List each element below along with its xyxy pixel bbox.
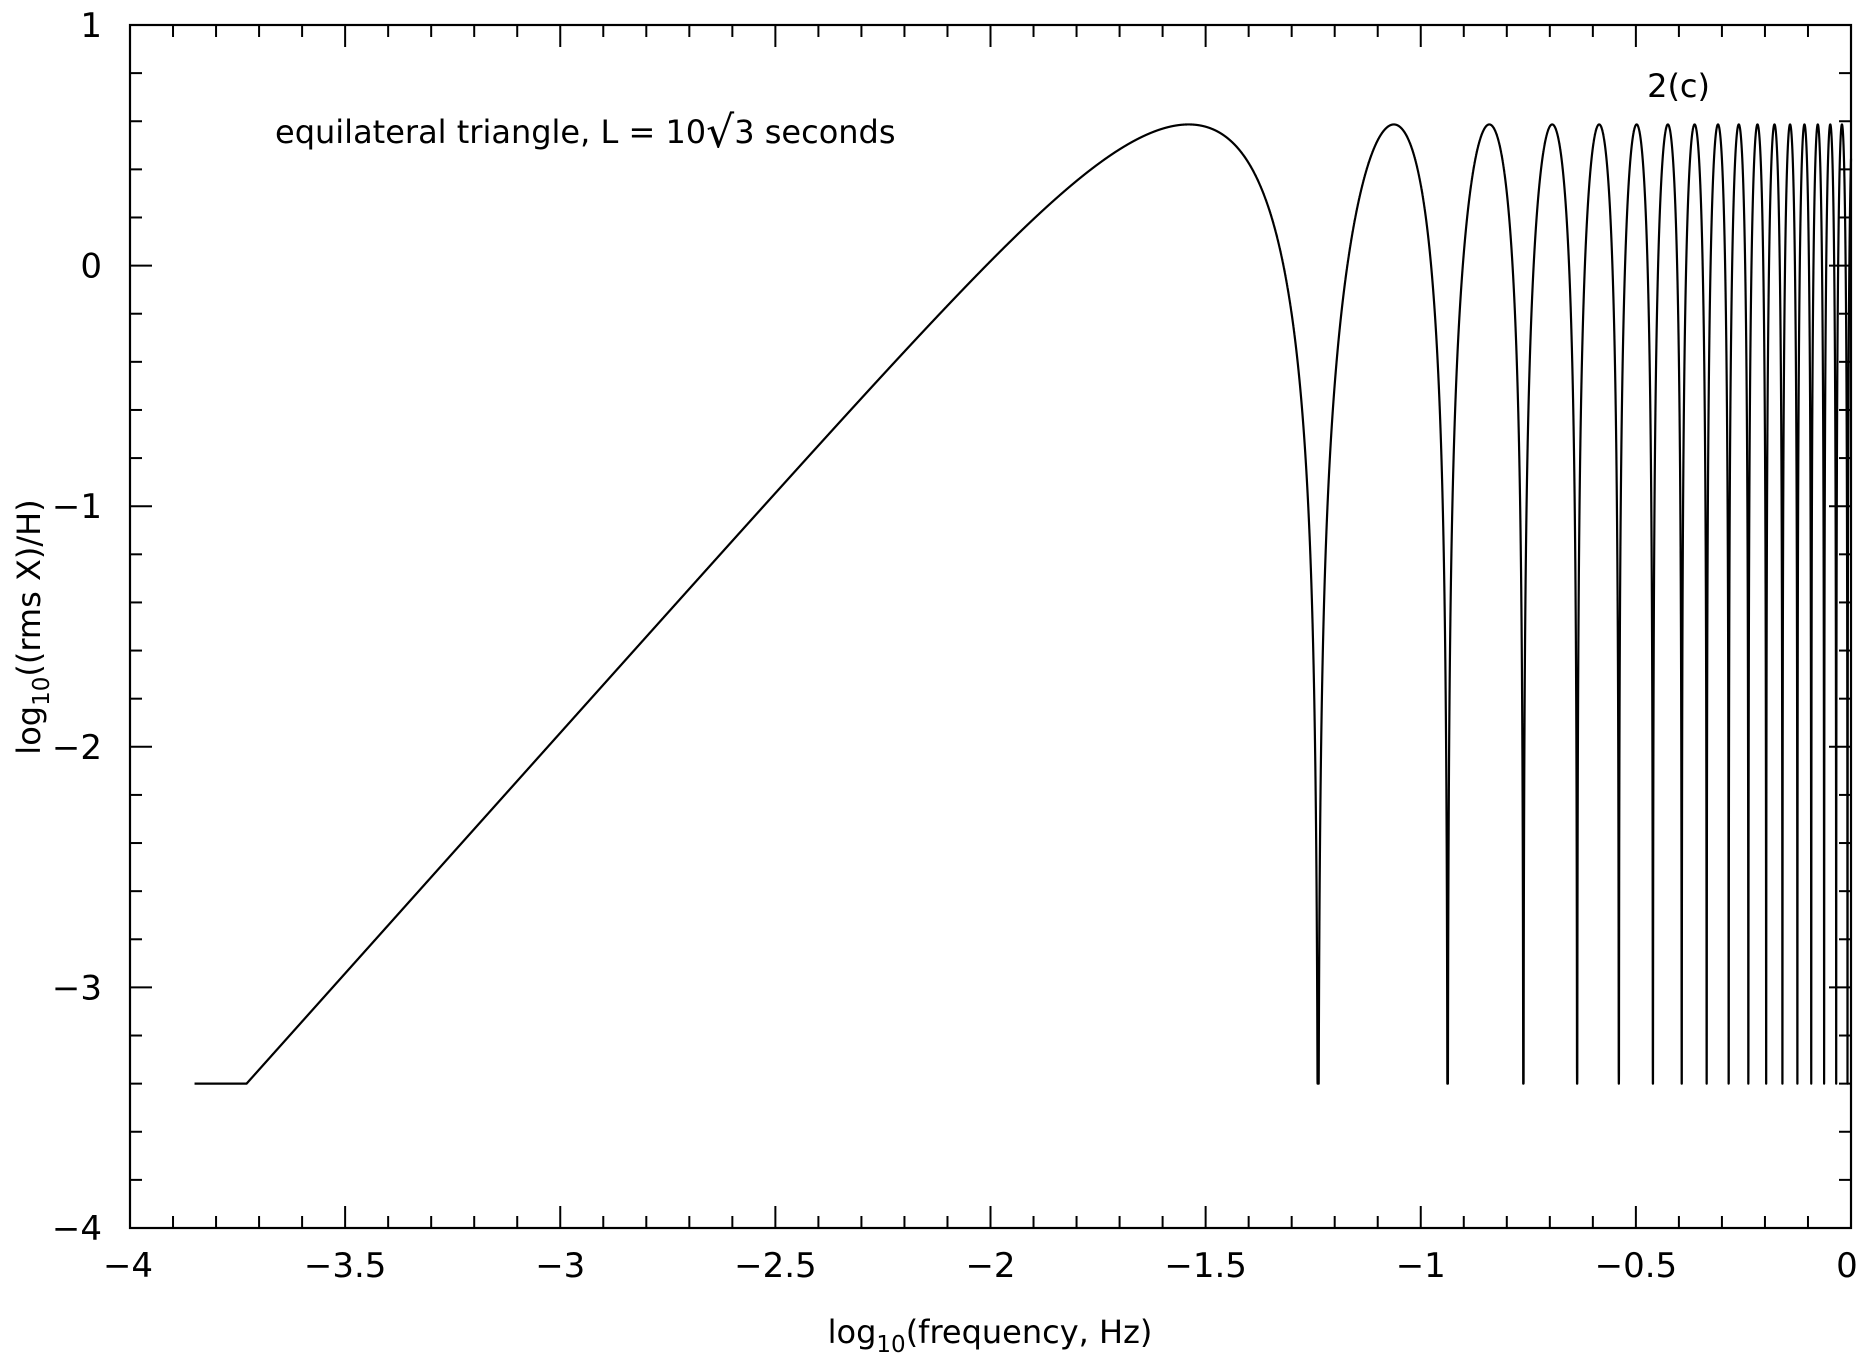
annotation-prefix: equilateral triangle, L = 10 xyxy=(275,113,706,151)
annotation-text: equilateral triangle, L = 10√3 seconds xyxy=(275,107,896,158)
y-tick-label: 0 xyxy=(80,247,102,287)
x-tick-label: −3 xyxy=(535,1246,585,1286)
y-axis-title-suffix: ((rms X)/H) xyxy=(10,499,48,676)
axis-ticks xyxy=(129,24,1852,1229)
y-tick-label: 1 xyxy=(80,6,102,46)
x-axis-title-suffix: (frequency, Hz) xyxy=(906,1313,1153,1351)
x-tick-label: −4 xyxy=(103,1246,153,1286)
y-axis-title-prefix: log xyxy=(10,706,48,755)
x-tick-label: 0 xyxy=(1836,1246,1858,1286)
series-line xyxy=(193,123,1853,1085)
y-tick-label: −2 xyxy=(52,728,102,768)
y-tick-label: −1 xyxy=(52,487,102,527)
x-axis-title-sub: 10 xyxy=(876,1332,905,1357)
x-tick-label: −2.5 xyxy=(734,1246,817,1286)
y-axis-title: log10((rms X)/H) xyxy=(10,499,55,754)
x-tick-label: −3.5 xyxy=(304,1246,387,1286)
axis-tick-labels: −4 −3.5 −3 −2.5 −2 −1.5 −1 −0.5 0 −4 −3 −2 −1 0 1 xyxy=(52,6,1858,1286)
y-axis-title-sub: 10 xyxy=(29,677,55,706)
x-tick-label: −2 xyxy=(965,1246,1015,1286)
x-axis-title: log10(frequency, Hz) xyxy=(828,1313,1153,1357)
y-tick-label: −4 xyxy=(52,1209,102,1249)
x-tick-label: −1.5 xyxy=(1164,1246,1247,1286)
sqrt-sign: √ xyxy=(706,107,735,158)
x-axis-title-prefix: log xyxy=(828,1313,877,1351)
x-tick-label: −1 xyxy=(1396,1246,1446,1286)
annotation-suffix: 3 seconds xyxy=(734,113,895,151)
x-tick-label: −0.5 xyxy=(1595,1246,1678,1286)
panel-label: 2(c) xyxy=(1647,67,1710,105)
plot-frame xyxy=(128,23,1853,1230)
y-tick-label: −3 xyxy=(52,968,102,1008)
